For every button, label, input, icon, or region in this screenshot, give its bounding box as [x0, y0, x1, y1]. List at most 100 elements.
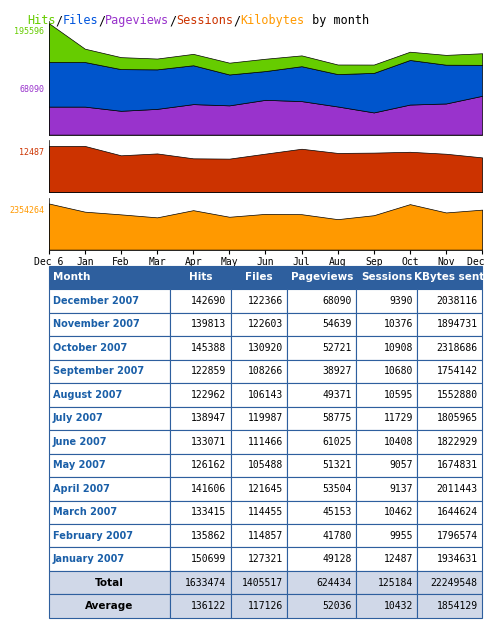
- Text: 49371: 49371: [323, 390, 352, 400]
- Text: 127321: 127321: [247, 554, 283, 564]
- FancyBboxPatch shape: [356, 336, 417, 359]
- Text: 1552880: 1552880: [437, 390, 478, 400]
- FancyBboxPatch shape: [287, 477, 356, 501]
- Text: Month: Month: [53, 272, 91, 282]
- Text: 10376: 10376: [383, 319, 413, 329]
- Text: 111466: 111466: [247, 437, 283, 447]
- Text: 136122: 136122: [191, 601, 226, 611]
- FancyBboxPatch shape: [287, 289, 356, 312]
- FancyBboxPatch shape: [231, 430, 287, 454]
- FancyBboxPatch shape: [417, 312, 482, 336]
- Text: 9955: 9955: [389, 531, 413, 541]
- FancyBboxPatch shape: [417, 548, 482, 571]
- Text: 139813: 139813: [191, 319, 226, 329]
- Text: 1633474: 1633474: [185, 578, 226, 588]
- Text: September 2007: September 2007: [53, 366, 144, 376]
- Text: 11729: 11729: [383, 413, 413, 423]
- FancyBboxPatch shape: [231, 383, 287, 407]
- FancyBboxPatch shape: [356, 383, 417, 407]
- FancyBboxPatch shape: [356, 289, 417, 312]
- Text: 54639: 54639: [323, 319, 352, 329]
- Text: 41780: 41780: [323, 531, 352, 541]
- FancyBboxPatch shape: [231, 312, 287, 336]
- FancyBboxPatch shape: [231, 571, 287, 595]
- FancyBboxPatch shape: [170, 595, 231, 618]
- FancyBboxPatch shape: [49, 359, 170, 383]
- Text: 68090: 68090: [19, 85, 44, 94]
- FancyBboxPatch shape: [231, 524, 287, 548]
- Text: 2038116: 2038116: [437, 296, 478, 306]
- FancyBboxPatch shape: [231, 548, 287, 571]
- FancyBboxPatch shape: [356, 265, 417, 289]
- FancyBboxPatch shape: [49, 477, 170, 501]
- Text: 138947: 138947: [191, 413, 226, 423]
- FancyBboxPatch shape: [231, 501, 287, 524]
- Text: /: /: [56, 14, 62, 28]
- Text: November 2007: November 2007: [53, 319, 140, 329]
- Text: 624434: 624434: [317, 578, 352, 588]
- FancyBboxPatch shape: [170, 383, 231, 407]
- FancyBboxPatch shape: [170, 477, 231, 501]
- FancyBboxPatch shape: [49, 430, 170, 454]
- Text: 114455: 114455: [247, 507, 283, 517]
- FancyBboxPatch shape: [356, 595, 417, 618]
- FancyBboxPatch shape: [49, 595, 170, 618]
- Text: 10462: 10462: [383, 507, 413, 517]
- Text: /: /: [169, 14, 176, 28]
- Text: 1796574: 1796574: [437, 531, 478, 541]
- Text: 10595: 10595: [383, 390, 413, 400]
- FancyBboxPatch shape: [49, 289, 170, 312]
- Text: Pageviews: Pageviews: [291, 272, 353, 282]
- FancyBboxPatch shape: [170, 548, 231, 571]
- FancyBboxPatch shape: [49, 571, 170, 595]
- Text: 122603: 122603: [247, 319, 283, 329]
- Text: 1805965: 1805965: [437, 413, 478, 423]
- Text: 130920: 130920: [247, 343, 283, 353]
- Text: 133071: 133071: [191, 437, 226, 447]
- Text: Sessions: Sessions: [361, 272, 412, 282]
- FancyBboxPatch shape: [170, 312, 231, 336]
- FancyBboxPatch shape: [231, 359, 287, 383]
- FancyBboxPatch shape: [287, 454, 356, 477]
- FancyBboxPatch shape: [417, 289, 482, 312]
- FancyBboxPatch shape: [417, 265, 482, 289]
- FancyBboxPatch shape: [170, 571, 231, 595]
- Text: 1934631: 1934631: [437, 554, 478, 564]
- FancyBboxPatch shape: [287, 524, 356, 548]
- Text: Files: Files: [62, 14, 98, 28]
- Text: Sessions: Sessions: [176, 14, 233, 28]
- Text: 108266: 108266: [247, 366, 283, 376]
- Text: 133415: 133415: [191, 507, 226, 517]
- FancyBboxPatch shape: [170, 524, 231, 548]
- FancyBboxPatch shape: [287, 501, 356, 524]
- Text: 142690: 142690: [191, 296, 226, 306]
- Text: 1754142: 1754142: [437, 366, 478, 376]
- FancyBboxPatch shape: [287, 336, 356, 359]
- FancyBboxPatch shape: [287, 595, 356, 618]
- FancyBboxPatch shape: [287, 548, 356, 571]
- FancyBboxPatch shape: [356, 571, 417, 595]
- Text: 117126: 117126: [247, 601, 283, 611]
- FancyBboxPatch shape: [287, 359, 356, 383]
- Text: 1405517: 1405517: [242, 578, 283, 588]
- Text: 10680: 10680: [383, 366, 413, 376]
- Text: 122366: 122366: [247, 296, 283, 306]
- Text: 22249548: 22249548: [431, 578, 478, 588]
- FancyBboxPatch shape: [231, 336, 287, 359]
- FancyBboxPatch shape: [49, 312, 170, 336]
- FancyBboxPatch shape: [417, 595, 482, 618]
- FancyBboxPatch shape: [170, 501, 231, 524]
- Text: 125184: 125184: [377, 578, 413, 588]
- Text: 10432: 10432: [383, 601, 413, 611]
- Text: 121645: 121645: [247, 484, 283, 494]
- Text: 2318686: 2318686: [437, 343, 478, 353]
- FancyBboxPatch shape: [49, 407, 170, 430]
- Text: 12487: 12487: [383, 554, 413, 564]
- FancyBboxPatch shape: [287, 430, 356, 454]
- FancyBboxPatch shape: [170, 336, 231, 359]
- FancyBboxPatch shape: [356, 359, 417, 383]
- Text: 1674831: 1674831: [437, 460, 478, 470]
- Text: /: /: [98, 14, 105, 28]
- FancyBboxPatch shape: [231, 265, 287, 289]
- Text: 122859: 122859: [191, 366, 226, 376]
